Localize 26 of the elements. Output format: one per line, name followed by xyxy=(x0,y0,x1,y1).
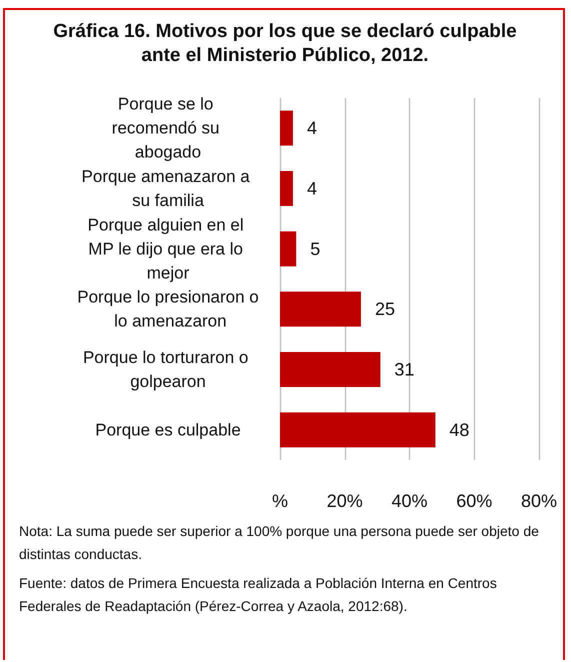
x-tick-label: 60% xyxy=(456,491,492,511)
x-tick-label: 80% xyxy=(520,491,558,511)
y-tick-label: Porque amenazaron a su familia xyxy=(82,167,254,210)
data-label: 5 xyxy=(310,238,320,259)
x-tick-label: % xyxy=(272,491,288,511)
data-label: 4 xyxy=(306,118,317,138)
bar xyxy=(280,352,380,387)
y-tick-label: Porque lo torturaron o golpearon xyxy=(82,348,254,391)
bar xyxy=(280,171,293,206)
chart-title: Gráfica 16. Motivos por los que se declaró culpable ante el Ministerio Público, 2012. xyxy=(52,20,518,68)
y-tick-label: Porque se lo recomendó su abogado xyxy=(112,94,224,162)
source-note: Fuente: datos de Primera Encuesta realizada a Población Interna en Centros Federales de Readaptación (Pérez-Correa y Azaola, 2012:68). xyxy=(19,574,498,616)
bar xyxy=(280,412,436,448)
data-label: 31 xyxy=(394,360,414,380)
data-label: 4 xyxy=(306,178,317,198)
y-tick-label: Porque lo presionaron o lo amenazaron xyxy=(77,288,259,331)
data-label: 25 xyxy=(374,299,395,320)
y-tick-label: Porque es culpable xyxy=(95,420,241,440)
text: Nota: La suma puede ser superior a 100% porque una persona puede ser objeto de distintas conductas. xyxy=(19,522,540,564)
bar xyxy=(280,231,296,266)
data-label: 48 xyxy=(449,420,470,440)
bar xyxy=(280,292,361,327)
bar xyxy=(280,110,293,146)
y-tick-label: Porque alguien en el MP le dijo que era lo mejor xyxy=(88,215,248,282)
x-tick-label: 20% xyxy=(326,491,363,511)
x-tick-label: 40% xyxy=(391,491,428,511)
